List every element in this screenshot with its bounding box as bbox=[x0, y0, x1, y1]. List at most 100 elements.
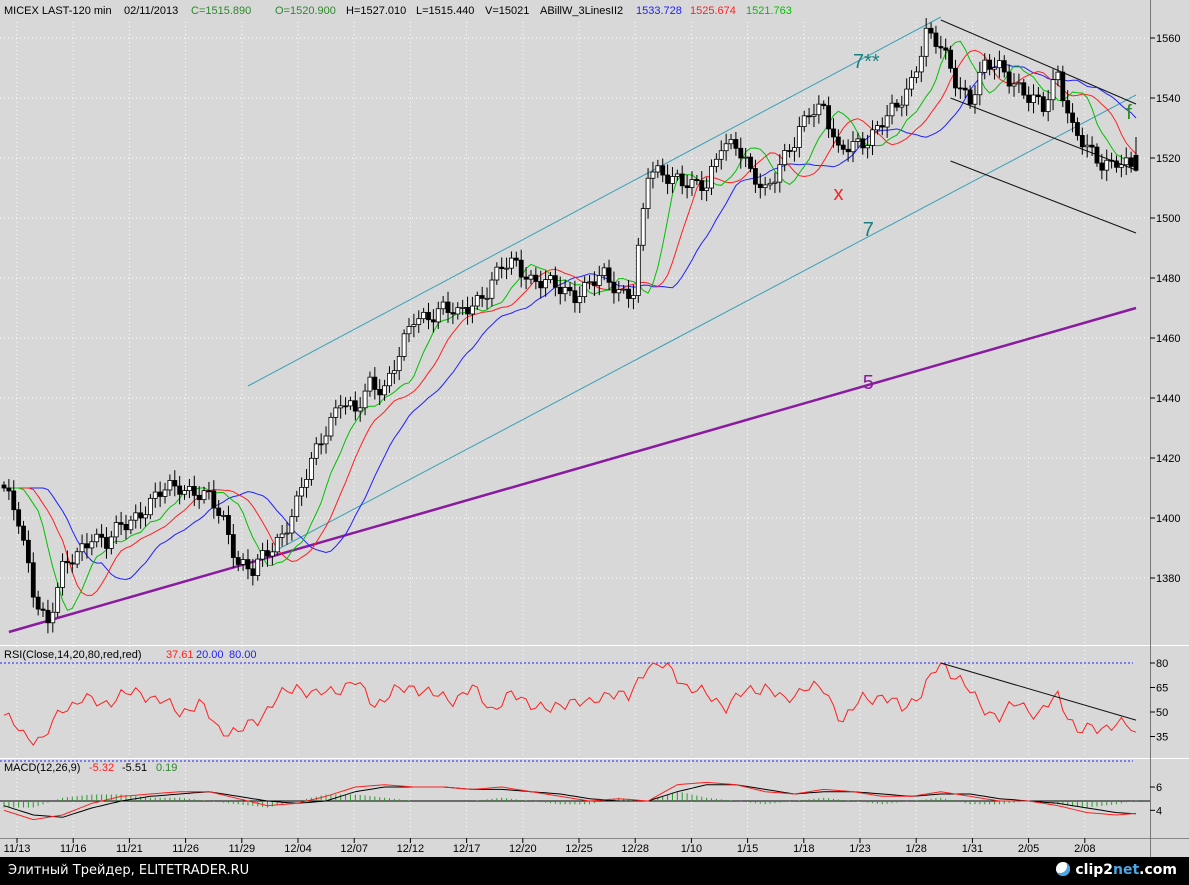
candle-body bbox=[489, 279, 495, 299]
candle-body bbox=[962, 87, 968, 91]
candle-body bbox=[308, 457, 314, 480]
candle-body bbox=[450, 312, 456, 315]
brand-logo[interactable]: clip2net.com bbox=[1056, 862, 1177, 878]
candle-body bbox=[304, 479, 309, 488]
candle-body bbox=[591, 281, 597, 286]
candle-body bbox=[904, 88, 910, 106]
candle-body bbox=[928, 27, 934, 34]
candle-body bbox=[1045, 99, 1051, 112]
candle-body bbox=[182, 490, 187, 495]
red-line-value: 1525.674 bbox=[690, 5, 736, 17]
x-tick-label: 12/28 bbox=[621, 843, 649, 855]
candle-body bbox=[782, 150, 788, 166]
candle-body bbox=[377, 389, 383, 396]
volume-value: V=15021 bbox=[485, 5, 529, 17]
candle-body bbox=[738, 147, 744, 159]
candle-body bbox=[596, 275, 602, 286]
y-tick-label: 1500 bbox=[1156, 213, 1180, 225]
candle-body bbox=[1114, 160, 1119, 168]
candle-body bbox=[152, 491, 158, 499]
candle-body bbox=[977, 71, 983, 96]
trendlines bbox=[8, 16, 1137, 634]
candle-body bbox=[850, 141, 856, 153]
candle-body bbox=[967, 89, 973, 105]
candle-body bbox=[538, 281, 544, 289]
candle-body bbox=[606, 267, 612, 283]
candle-body bbox=[816, 103, 822, 116]
candle-body bbox=[250, 568, 256, 576]
x-tick-label: 1/15 bbox=[737, 843, 758, 855]
candle-body bbox=[655, 165, 661, 173]
candle-body bbox=[113, 522, 119, 538]
rsi-low-level: 20.00 bbox=[196, 649, 224, 661]
y-tick-label: 1520 bbox=[1156, 153, 1180, 165]
candle-body bbox=[479, 295, 485, 299]
candle-body bbox=[299, 486, 305, 497]
candle-body bbox=[513, 257, 519, 261]
candle-body bbox=[216, 507, 222, 516]
candle-body bbox=[1118, 164, 1124, 168]
candle-body bbox=[650, 171, 656, 179]
candle-body bbox=[333, 407, 339, 418]
candle-body bbox=[65, 560, 70, 564]
candle-body bbox=[762, 184, 768, 189]
candle-body bbox=[562, 287, 568, 295]
macd-tick-label: 6 bbox=[1156, 782, 1162, 794]
y-tick-label: 1460 bbox=[1156, 333, 1180, 345]
candle-body bbox=[128, 519, 134, 531]
x-tick-label: 1/31 bbox=[962, 843, 983, 855]
candle-body bbox=[889, 102, 895, 117]
moving-average-line bbox=[4, 49, 1137, 596]
candle-body bbox=[509, 257, 514, 269]
candle-body bbox=[909, 77, 914, 90]
candle-body bbox=[806, 115, 812, 118]
y-tick-label: 1480 bbox=[1156, 273, 1180, 285]
candle-body bbox=[709, 166, 714, 189]
candle-body bbox=[1040, 96, 1046, 112]
candle-body bbox=[713, 158, 719, 167]
candle-body bbox=[79, 543, 85, 553]
candle-body bbox=[923, 27, 929, 57]
candle-body bbox=[338, 405, 344, 409]
signal-value: -5.51 bbox=[122, 762, 147, 774]
candle-body bbox=[1075, 122, 1080, 136]
candle-body bbox=[421, 311, 427, 320]
candle-body bbox=[284, 532, 290, 535]
candle-body bbox=[1133, 154, 1139, 171]
clip2net-icon bbox=[1056, 862, 1071, 876]
candle-body bbox=[972, 94, 978, 105]
candle-body bbox=[323, 435, 329, 445]
y-tick-label: 1540 bbox=[1156, 93, 1180, 105]
candle-body bbox=[348, 400, 353, 407]
candle-body bbox=[723, 143, 729, 152]
rsi-trendline bbox=[940, 662, 1137, 721]
candle-body bbox=[787, 150, 792, 152]
candle-body bbox=[279, 533, 285, 538]
candle-body bbox=[230, 534, 236, 558]
candle-body bbox=[99, 533, 104, 538]
candle-body bbox=[191, 486, 197, 496]
candle-body bbox=[699, 180, 705, 191]
open-value: O=1520.900 bbox=[275, 5, 336, 17]
candle-body bbox=[1079, 135, 1085, 148]
candle-body bbox=[1001, 60, 1007, 73]
candle-body bbox=[35, 596, 41, 610]
candle-body bbox=[235, 557, 241, 565]
rsi-plot bbox=[3, 662, 1137, 746]
candle-body bbox=[860, 138, 866, 149]
candle-body bbox=[1070, 112, 1075, 123]
candle-body bbox=[523, 276, 529, 280]
candle-body bbox=[94, 533, 100, 543]
candle-body bbox=[1021, 82, 1027, 96]
candle-body bbox=[221, 515, 226, 517]
y-tick-label: 1440 bbox=[1156, 393, 1180, 405]
candle-body bbox=[435, 308, 441, 323]
candle-body bbox=[689, 179, 695, 188]
candle-body bbox=[879, 125, 885, 128]
candle-body bbox=[74, 551, 80, 565]
candle-body bbox=[1, 484, 7, 489]
candle-body bbox=[914, 71, 919, 78]
macd-plot bbox=[3, 781, 1137, 821]
footer-bar: Элитный Трейдер, ELITETRADER.RU clip2net… bbox=[0, 857, 1189, 885]
candle-body bbox=[255, 558, 261, 576]
